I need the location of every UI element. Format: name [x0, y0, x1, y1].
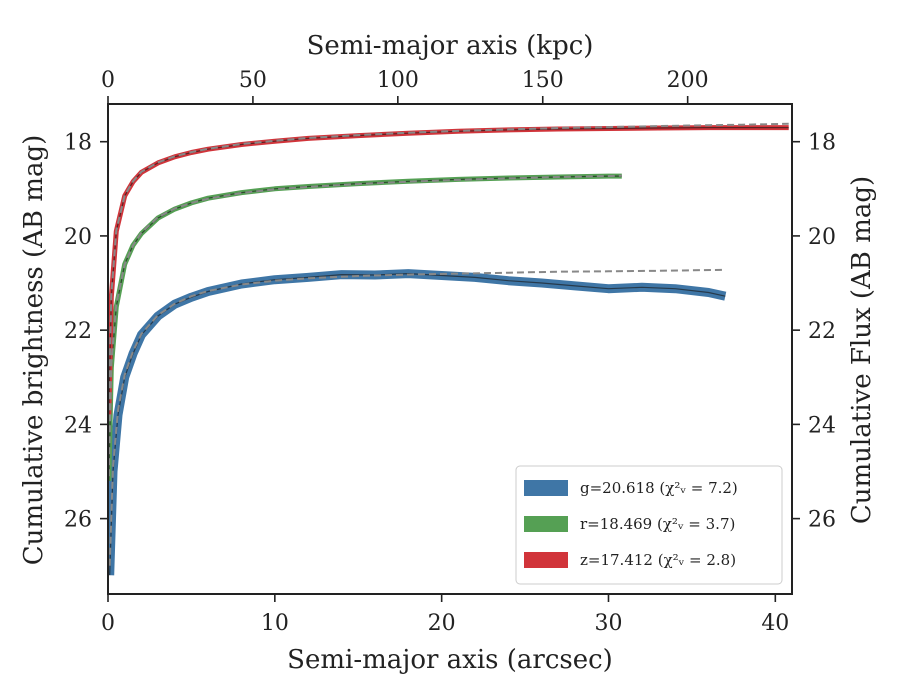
right-y-tick-label: 24: [808, 413, 836, 438]
legend-label-3: z=17.412 (χ²ᵥ = 2.8): [580, 551, 736, 569]
x-tick-label: 40: [761, 611, 789, 636]
right-y-tick-label: 18: [808, 131, 836, 156]
legend-swatch-2: [524, 516, 568, 532]
model-fit-line-2: [108, 174, 622, 477]
top-x-axis-title: Semi-major axis (kpc): [307, 31, 594, 61]
plot-frame: [107, 103, 793, 595]
right-y-tick-label: 22: [808, 319, 836, 344]
top-x-tick-label: 50: [239, 68, 267, 93]
legend-label-2: r=18.469 (χ²ᵥ = 3.7): [580, 515, 735, 533]
x-tick-label: 10: [261, 611, 289, 636]
model-fit-layer: [108, 122, 789, 566]
x-tick-label: 0: [101, 611, 115, 636]
x-axis-title: Semi-major axis (arcsec): [287, 645, 613, 675]
top-x-tick-label: 200: [667, 68, 709, 93]
y-tick-label: 24: [64, 413, 92, 438]
top-x-tick-label: 0: [101, 68, 115, 93]
x-tick-label: 30: [594, 611, 622, 636]
y-tick-label: 18: [64, 131, 92, 156]
legend-box: [515, 465, 783, 585]
legend-swatch-3: [524, 552, 568, 568]
legend-label-1: g=20.618 (χ²ᵥ = 7.2): [580, 479, 738, 497]
right-y-tick-label: 26: [808, 508, 836, 533]
series-centerline-1: [109, 272, 726, 576]
model-fit-line-3: [108, 122, 789, 411]
model-fit-line-1: [108, 268, 726, 566]
ticks-layer: 0 10 20 30 40 0 50 100 150 200 18 18 20 20 22 22 24 24 26 2…: [64, 68, 836, 636]
x-tick-label: 20: [428, 611, 456, 636]
legend-swatch-1: [524, 480, 568, 496]
top-x-tick-label: 100: [377, 68, 419, 93]
legend: g=20.618 (χ²ᵥ = 7.2) r=18.469 (χ²ᵥ = 3.7)…: [515, 465, 783, 585]
y-axis-title: Cumulative brightness (AB mag): [19, 135, 49, 566]
right-y-axis-title: Cumulative Flux (AB mag): [847, 176, 877, 524]
y-tick-label: 20: [64, 225, 92, 250]
top-x-tick-label: 150: [522, 68, 564, 93]
y-tick-label: 26: [64, 508, 92, 533]
right-y-tick-label: 20: [808, 225, 836, 250]
legend-items: g=20.618 (χ²ᵥ = 7.2) r=18.469 (χ²ᵥ = 3.7)…: [524, 479, 738, 569]
y-tick-label: 22: [64, 319, 92, 344]
